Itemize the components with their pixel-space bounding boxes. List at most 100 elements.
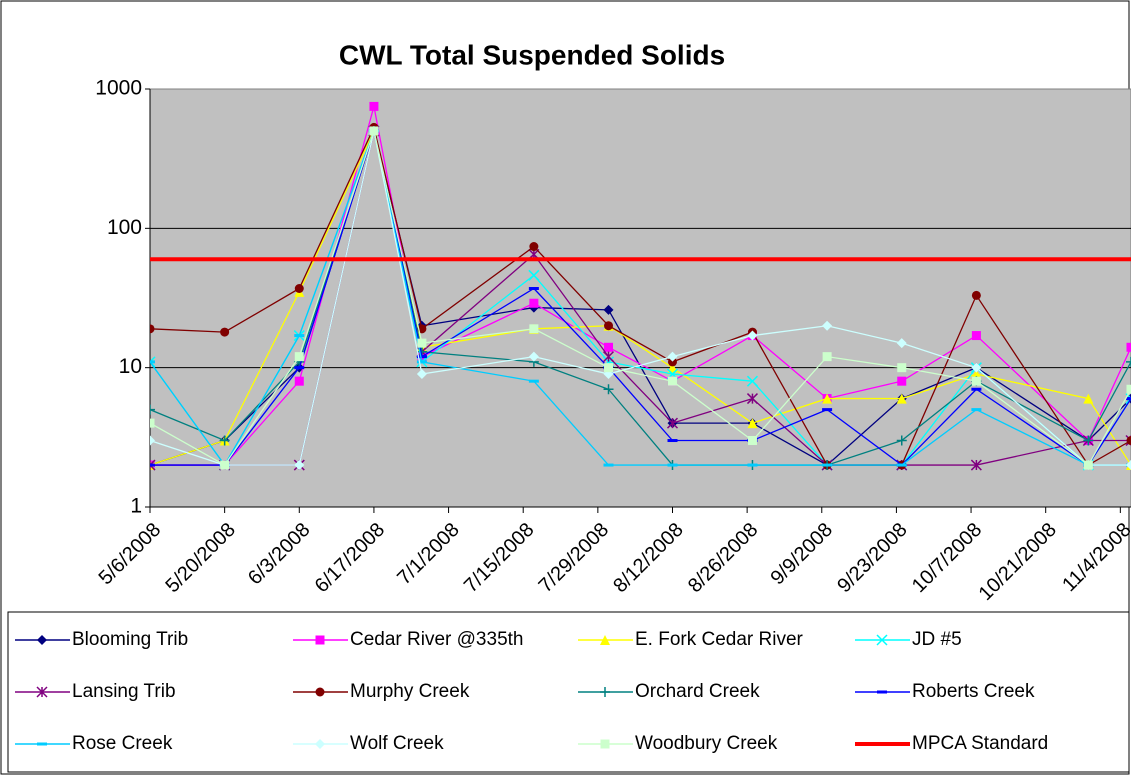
marker	[747, 436, 757, 446]
marker	[417, 338, 427, 348]
legend-label: Cedar River @335th	[350, 629, 523, 650]
marker	[220, 460, 230, 470]
marker	[1083, 393, 1094, 404]
legend-label: Orchard Creek	[635, 681, 760, 702]
marker	[747, 330, 758, 341]
marker	[150, 459, 156, 471]
marker	[150, 460, 155, 471]
marker	[1126, 384, 1131, 394]
legend-item: Woodbury Creek	[578, 733, 778, 754]
marker	[600, 635, 610, 645]
marker	[294, 460, 305, 471]
marker	[896, 338, 907, 349]
series-line	[150, 130, 1131, 466]
y-tick-label: 1000	[95, 77, 142, 100]
marker	[369, 126, 379, 136]
series-line	[150, 128, 1131, 467]
marker	[1126, 436, 1131, 446]
marker	[604, 363, 614, 373]
legend-box	[7, 611, 1130, 773]
marker	[369, 101, 379, 111]
plot-lines	[150, 101, 1131, 471]
marker	[1126, 356, 1131, 367]
series-line	[150, 128, 1131, 466]
marker	[822, 320, 833, 331]
marker	[528, 351, 539, 362]
legend-label: Woodbury Creek	[635, 733, 778, 754]
marker	[896, 435, 907, 446]
marker	[1126, 460, 1131, 471]
chart-title: CWL Total Suspended Solids	[339, 39, 725, 70]
y-tick-label: 1	[130, 495, 142, 518]
marker	[150, 435, 155, 446]
marker	[416, 369, 427, 380]
legend-item: Orchard Creek	[578, 681, 760, 702]
legend-item: Blooming Trib	[15, 629, 188, 650]
legend-item: MPCA Standard	[855, 733, 1048, 754]
marker	[876, 634, 888, 646]
marker	[667, 376, 677, 386]
marker	[971, 362, 982, 373]
marker	[602, 351, 615, 363]
y-tick-label: 100	[107, 216, 142, 239]
legend-label: JD #5	[912, 629, 962, 650]
marker	[1083, 460, 1093, 470]
legend-label: Wolf Creek	[350, 733, 444, 754]
legend-item: Roberts Creek	[855, 681, 1035, 702]
marker	[219, 435, 230, 446]
marker	[1125, 434, 1131, 447]
series-line	[150, 106, 1131, 466]
marker	[604, 321, 614, 331]
marker	[294, 283, 304, 293]
marker	[1126, 342, 1131, 352]
legend-label: Blooming Trib	[72, 629, 188, 650]
marker	[315, 739, 325, 749]
legend-item: Lansing Trib	[15, 681, 176, 702]
marker	[220, 327, 230, 337]
marker	[150, 418, 155, 428]
marker	[600, 687, 610, 697]
legend-label: Murphy Creek	[350, 681, 470, 702]
marker	[604, 342, 614, 352]
marker	[529, 242, 539, 252]
marker	[529, 324, 539, 334]
marker	[294, 352, 304, 362]
marker	[600, 739, 610, 749]
series-line	[150, 128, 1131, 466]
marker	[603, 304, 614, 315]
y-tick-label: 10	[119, 355, 142, 378]
marker	[667, 357, 677, 367]
marker	[36, 686, 48, 698]
marker	[315, 635, 325, 645]
marker	[150, 404, 155, 415]
marker	[896, 393, 907, 404]
marker	[315, 687, 325, 697]
marker	[971, 369, 982, 380]
marker	[897, 376, 907, 386]
plot-area	[149, 88, 1131, 508]
legend-item: JD #5	[855, 629, 962, 650]
legend-label: E. Fork Cedar River	[635, 629, 804, 650]
series-line	[150, 128, 1131, 467]
marker	[666, 417, 679, 429]
legend-item: Cedar River @335th	[293, 629, 523, 650]
legend-item: Rose Creek	[15, 733, 173, 754]
marker	[294, 376, 304, 386]
marker	[37, 635, 47, 645]
marker	[150, 356, 156, 368]
series-line	[150, 125, 1131, 466]
legend-label: Roberts Creek	[912, 681, 1035, 702]
marker	[746, 375, 758, 387]
marker	[150, 324, 155, 334]
marker	[897, 363, 907, 373]
marker	[667, 351, 678, 362]
marker	[971, 331, 981, 341]
marker	[747, 418, 758, 429]
legend-item: Wolf Creek	[293, 733, 444, 754]
marker	[746, 393, 758, 405]
legend-label: Lansing Trib	[72, 681, 176, 702]
marker	[667, 362, 678, 373]
legend-label: Rose Creek	[72, 733, 173, 754]
marker	[822, 352, 832, 362]
